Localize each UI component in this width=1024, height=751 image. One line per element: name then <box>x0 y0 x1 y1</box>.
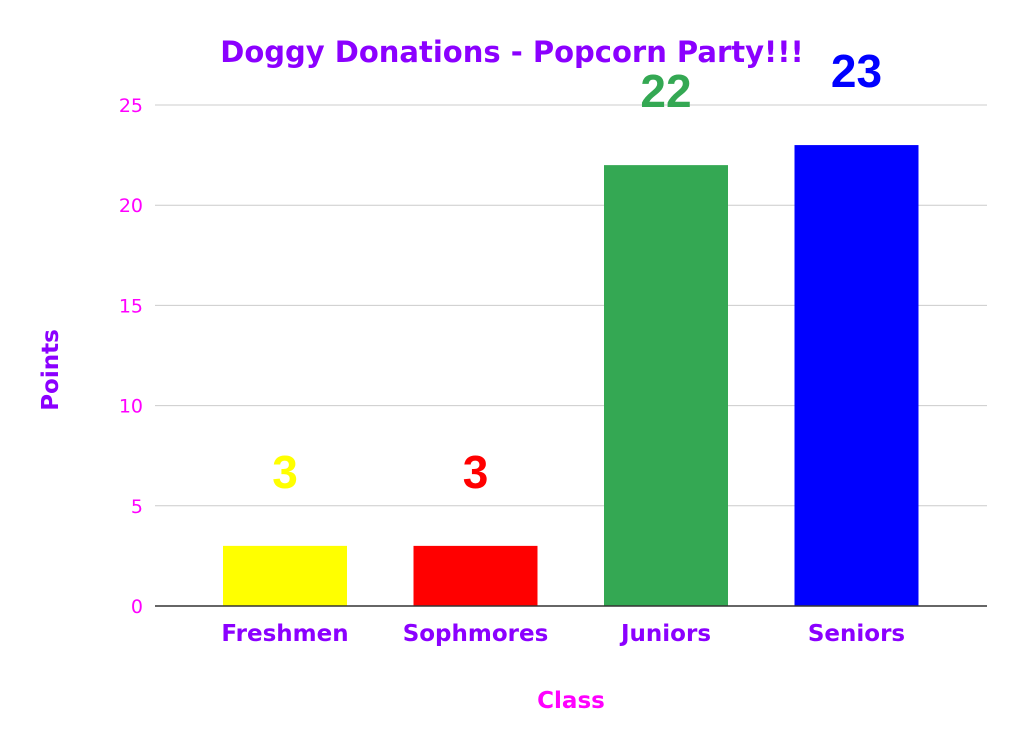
y-tick-label: 5 <box>131 496 143 518</box>
data-label: 3 <box>463 446 489 498</box>
data-labels: 3 3 22 23 <box>272 45 882 498</box>
data-label: 3 <box>272 446 298 498</box>
bar <box>604 165 728 606</box>
category-label: Seniors <box>808 621 905 647</box>
bars <box>223 145 919 606</box>
x-axis-categories: Freshmen Sophmores Juniors Seniors <box>221 621 905 647</box>
x-axis-title: Class <box>537 688 605 714</box>
y-axis-ticks: 0 5 10 15 20 25 <box>119 95 143 618</box>
y-axis-title: Points <box>38 329 64 411</box>
y-tick-label: 25 <box>119 95 143 117</box>
bar <box>413 545 538 606</box>
y-tick-label: 10 <box>119 396 143 418</box>
bar <box>794 145 919 606</box>
y-tick-label: 20 <box>119 195 143 217</box>
category-label: Freshmen <box>221 621 348 647</box>
data-label: 23 <box>831 45 882 97</box>
y-tick-label: 15 <box>119 295 143 317</box>
chart-title: Doggy Donations - Popcorn Party!!! <box>220 35 803 69</box>
category-label: Juniors <box>619 621 711 647</box>
y-tick-label: 0 <box>131 596 143 618</box>
category-label: Sophmores <box>403 621 549 647</box>
data-label: 22 <box>640 65 691 117</box>
bar <box>223 545 347 606</box>
